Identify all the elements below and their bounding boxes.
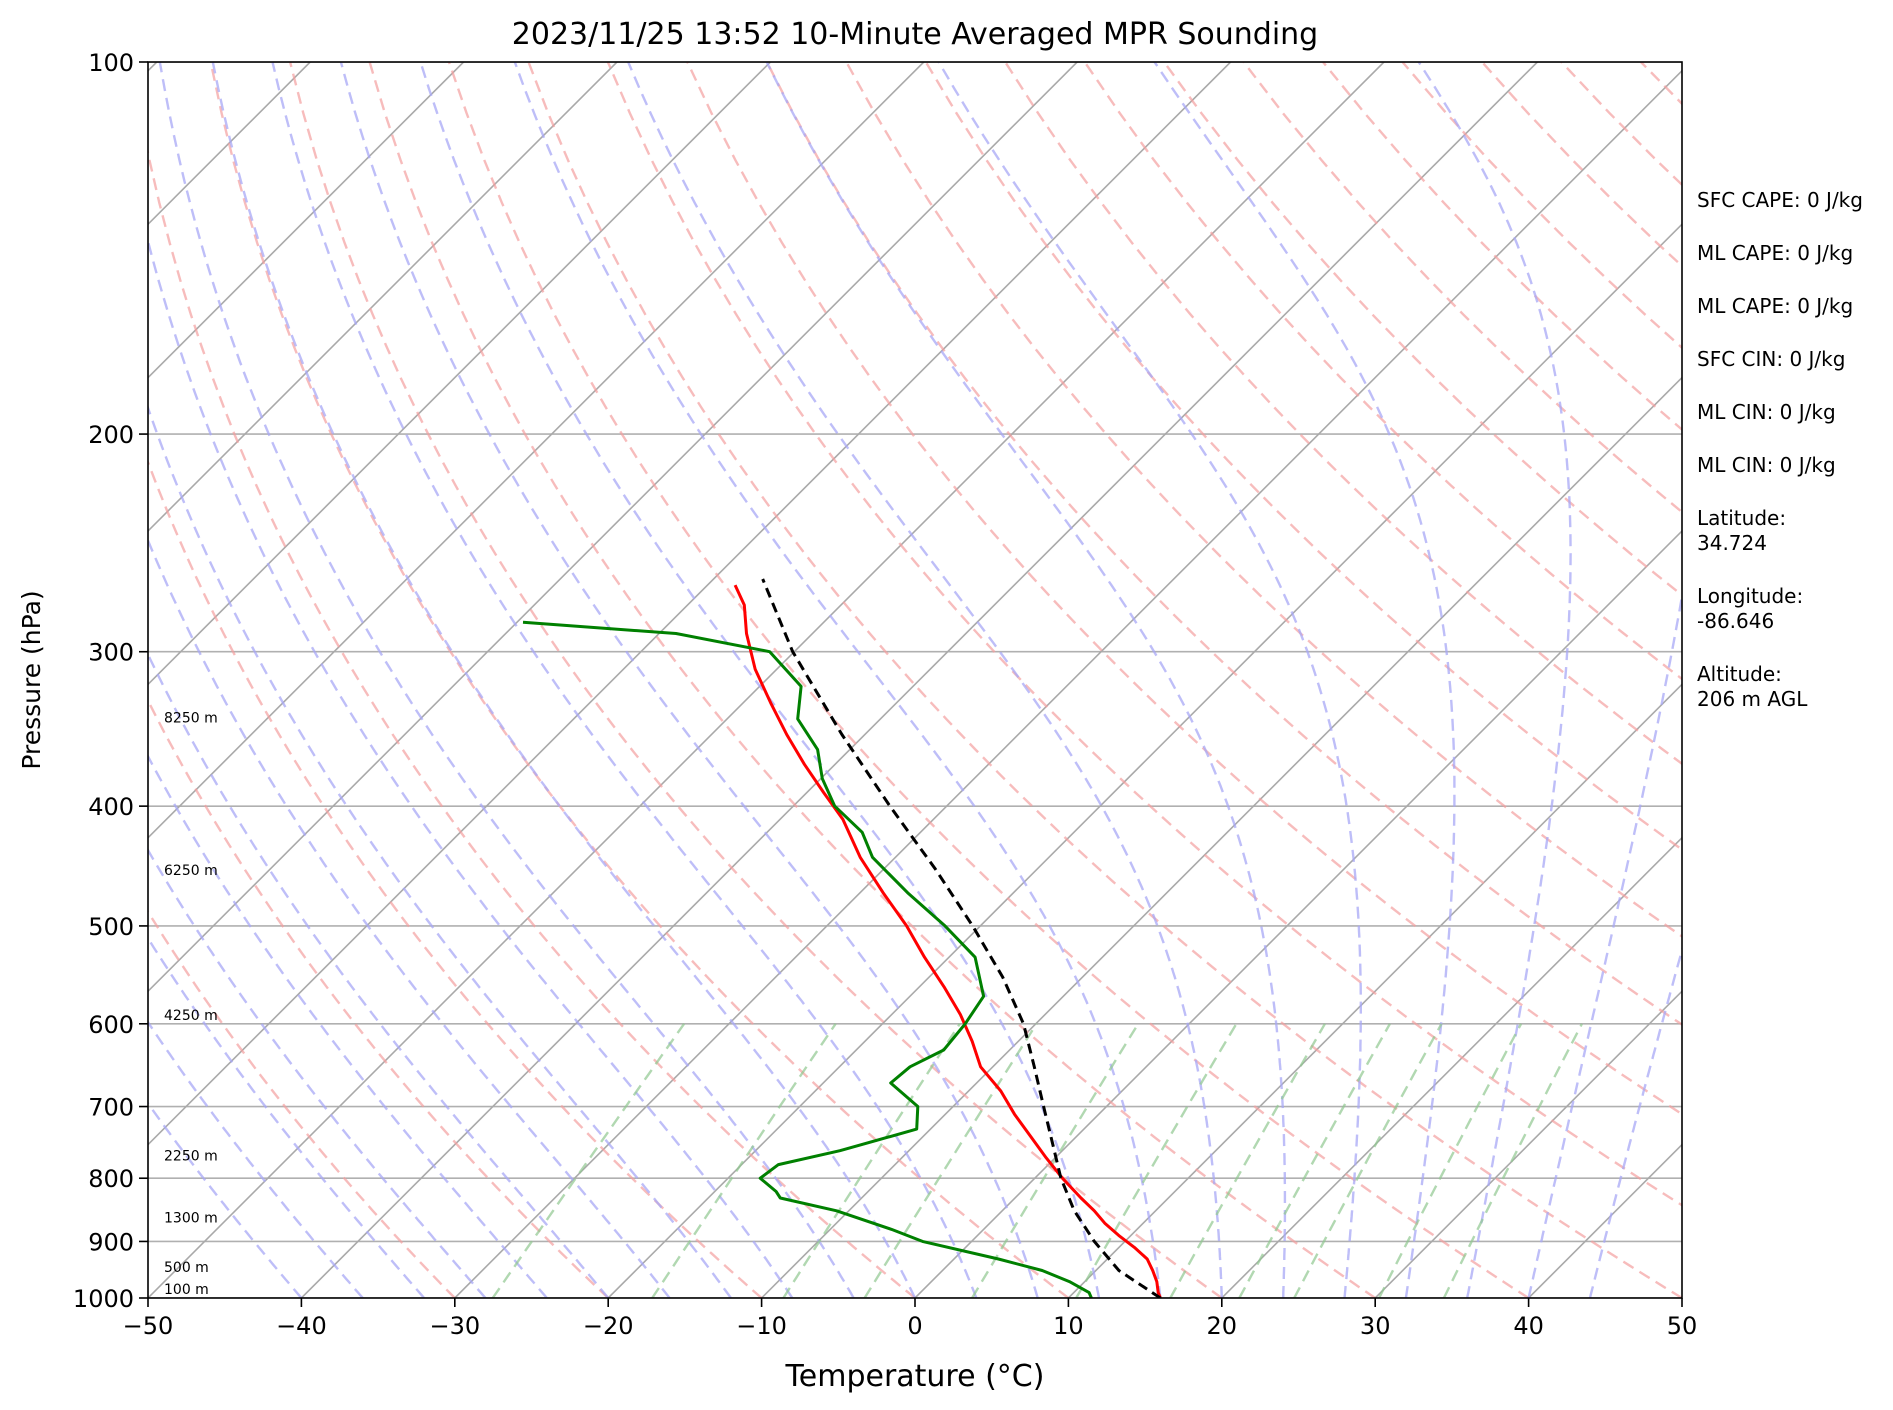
x-tick-label: 40 bbox=[1513, 1312, 1544, 1340]
mixing-ratio-line bbox=[865, 1024, 1037, 1298]
mixing-ratio-line bbox=[1379, 1024, 1521, 1298]
moist-adiabat-line bbox=[1529, 62, 1716, 1298]
moist-adiabat-line bbox=[628, 62, 1222, 1298]
isotherm-line bbox=[0, 62, 464, 1298]
isotherm-line bbox=[148, 62, 1384, 1298]
height-label: 100 m bbox=[164, 1282, 209, 1298]
y-tick-label: 500 bbox=[88, 913, 134, 941]
moist-adiabat-line bbox=[939, 62, 1361, 1298]
y-tick-label: 1000 bbox=[73, 1285, 134, 1313]
moist-adiabat-line bbox=[68, 62, 731, 1298]
y-tick-label: 100 bbox=[88, 49, 134, 77]
height-label: 8250 m bbox=[164, 711, 218, 727]
x-tick-label: 50 bbox=[1667, 1312, 1698, 1340]
latitude-text: Latitude: 34.724 bbox=[1697, 506, 1887, 556]
ml-cin-text: ML CIN: 0 J/kg bbox=[1697, 400, 1887, 425]
series-line-1 bbox=[523, 622, 1091, 1298]
mixing-ratio-line bbox=[1444, 1024, 1582, 1298]
height-label: 6250 m bbox=[164, 863, 218, 879]
height-label: 2250 m bbox=[164, 1149, 218, 1165]
moist-adiabat-line bbox=[1419, 62, 1571, 1298]
moist-adiabat-line bbox=[0, 62, 363, 1298]
y-tick-label: 800 bbox=[88, 1165, 134, 1193]
sfc-cin-text: SFC CIN: 0 J/kg bbox=[1697, 347, 1887, 372]
y-axis-label: Pressure (hPa) bbox=[17, 590, 46, 769]
dry-adiabat-line bbox=[0, 62, 455, 1298]
dry-adiabat-line bbox=[529, 62, 1683, 1298]
dry-adiabat-line bbox=[608, 62, 1836, 1298]
height-label: 1300 m bbox=[164, 1210, 218, 1226]
isotherm-line bbox=[455, 62, 1691, 1298]
dry-adiabat-line bbox=[52, 62, 762, 1298]
altitude-text: Altitude: 206 m AGL bbox=[1697, 662, 1887, 712]
height-label: 500 m bbox=[164, 1260, 209, 1276]
x-tick-label: −30 bbox=[429, 1312, 480, 1340]
x-tick-label: −20 bbox=[583, 1312, 634, 1340]
sfc-cape-text: SFC CAPE: 0 J/kg bbox=[1697, 188, 1887, 213]
series-line-0 bbox=[735, 585, 1160, 1298]
isotherm-line bbox=[0, 62, 3, 1298]
moist-adiabat-line bbox=[160, 62, 854, 1298]
x-tick-label: 20 bbox=[1207, 1312, 1238, 1340]
series-line-2 bbox=[763, 579, 1161, 1298]
sounding-info-panel: SFC CAPE: 0 J/kg ML CAPE: 0 J/kg ML CAPE… bbox=[1697, 188, 1887, 740]
moist-adiabat-line bbox=[341, 62, 1038, 1298]
moist-adiabat-line bbox=[0, 62, 547, 1298]
dry-adiabat-line bbox=[449, 62, 1529, 1298]
x-tick-label: −40 bbox=[276, 1312, 327, 1340]
mixing-ratio-line bbox=[783, 1024, 959, 1298]
plot-frame bbox=[148, 62, 1682, 1298]
moist-adiabat-line bbox=[0, 62, 486, 1298]
y-tick-label: 300 bbox=[88, 639, 134, 667]
mixing-ratio-line bbox=[493, 1024, 684, 1298]
y-tick-label: 700 bbox=[88, 1094, 134, 1122]
x-tick-label: −50 bbox=[123, 1312, 174, 1340]
ml-cin-text-2: ML CIN: 0 J/kg bbox=[1697, 453, 1887, 478]
x-axis-label: Temperature (°C) bbox=[785, 1359, 1045, 1394]
mixing-ratio-line bbox=[1170, 1024, 1325, 1298]
chart-title: 2023/11/25 13:52 10-Minute Averaged MPR … bbox=[512, 17, 1318, 52]
y-tick-label: 600 bbox=[88, 1011, 134, 1039]
height-label: 4250 m bbox=[164, 1008, 218, 1024]
x-tick-label: 10 bbox=[1053, 1312, 1084, 1340]
x-tick-label: −10 bbox=[736, 1312, 787, 1340]
y-tick-label: 400 bbox=[88, 793, 134, 821]
x-tick-label: 0 bbox=[907, 1312, 922, 1340]
ml-cape-text-2: ML CAPE: 0 J/kg bbox=[1697, 294, 1887, 319]
y-tick-label: 200 bbox=[88, 421, 134, 449]
longitude-text: Longitude: -86.646 bbox=[1697, 584, 1887, 634]
y-tick-label: 900 bbox=[88, 1228, 134, 1256]
mixing-ratio-line bbox=[972, 1024, 1138, 1298]
x-tick-label: 30 bbox=[1360, 1312, 1391, 1340]
ml-cape-text: ML CAPE: 0 J/kg bbox=[1697, 241, 1887, 266]
